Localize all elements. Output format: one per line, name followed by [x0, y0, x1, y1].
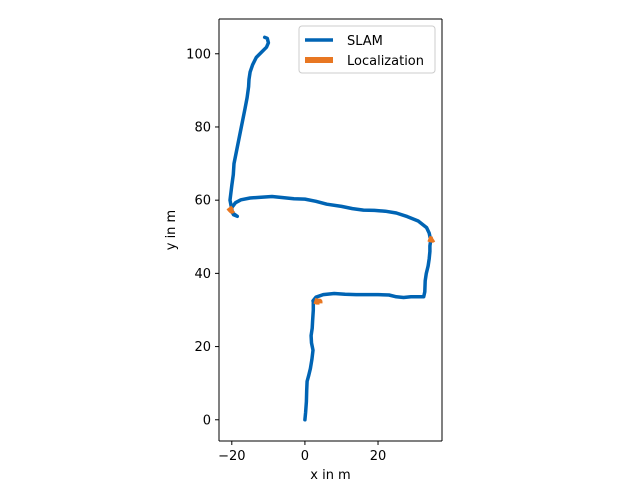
- x-axis-label: x in m: [310, 468, 350, 480]
- y-tick-label: 0: [203, 413, 211, 428]
- y-tick-label: 80: [194, 120, 211, 135]
- series-line-slam: [228, 35, 433, 422]
- axes-frame: [218, 18, 443, 442]
- y-tick-label: 100: [186, 47, 211, 62]
- x-tick-label: 20: [370, 449, 387, 464]
- x-tick-label: 0: [301, 449, 309, 464]
- series-segment-localization-1: [427, 235, 436, 243]
- legend: SLAM Localization: [298, 25, 436, 74]
- y-tick-label: 60: [194, 194, 211, 209]
- x-tick-label: −20: [218, 449, 245, 464]
- y-tick-label: 20: [194, 340, 211, 355]
- plot-area: [219, 19, 442, 441]
- y-tick-label: 40: [194, 267, 211, 282]
- legend-label-slam: SLAM: [347, 34, 383, 49]
- series-segment-localization-2: [226, 205, 236, 214]
- legend-label-localization: Localization: [347, 54, 424, 69]
- y-axis-label: y in m: [164, 210, 179, 250]
- series-layer: [226, 35, 436, 422]
- y-axis-ticks: 0 20 40 60 80 100: [186, 47, 219, 428]
- series-segment-localization-0: [313, 297, 323, 305]
- x-axis-ticks: −20 0 20: [218, 441, 386, 464]
